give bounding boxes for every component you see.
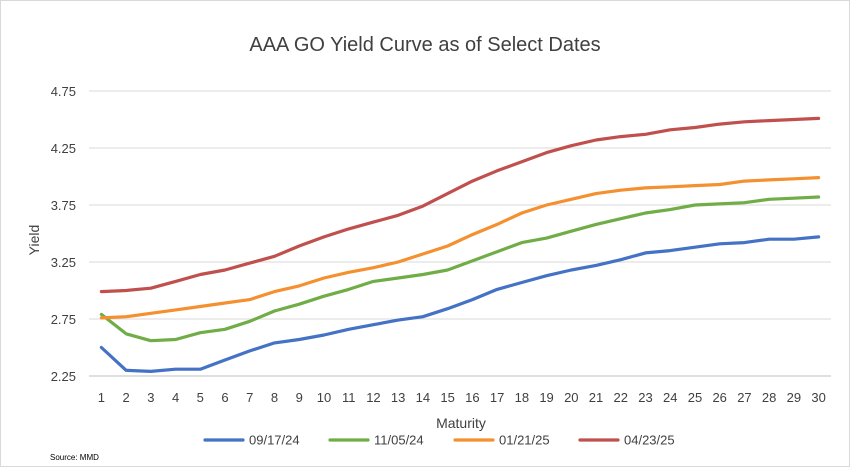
x-tick-label: 8 xyxy=(271,390,278,405)
series-line xyxy=(99,176,821,320)
y-tick-label: 2.25 xyxy=(51,369,76,384)
chart-title: AAA GO Yield Curve as of Select Dates xyxy=(249,34,600,56)
x-tick-label: 16 xyxy=(465,390,479,405)
legend: 09/17/24 11/05/24 01/21/25 04/23/25 xyxy=(203,433,675,448)
x-tick-label: 18 xyxy=(515,390,529,405)
x-tick-label: 30 xyxy=(811,390,825,405)
x-tick-label: 11 xyxy=(342,390,356,405)
y-tick-label: 3.75 xyxy=(51,198,76,213)
y-axis-tick-labels: 2.25 2.75 3.25 3.75 4.25 4.75 xyxy=(51,84,76,384)
x-tick-label: 9 xyxy=(296,390,303,405)
x-tick-label: 3 xyxy=(147,390,154,405)
series-line xyxy=(99,116,821,294)
x-tick-label: 1 xyxy=(98,390,105,405)
y-tick-label: 3.25 xyxy=(51,255,76,270)
x-tick-label: 7 xyxy=(246,390,253,405)
x-tick-label: 21 xyxy=(589,390,603,405)
y-tick-label: 2.75 xyxy=(51,312,76,327)
x-axis-tick-labels: 1 2 3 4 5 6 7 8 9 10 11 12 13 14 15 16 17 18 19 20 21 22 23 24 2… xyxy=(98,390,826,405)
x-tick-label: 27 xyxy=(737,390,751,405)
x-tick-label: 2 xyxy=(122,390,129,405)
legend-label: 04/23/25 xyxy=(624,433,675,448)
y-axis-title: Yield xyxy=(26,225,42,256)
series-lines xyxy=(99,116,821,373)
x-tick-label: 29 xyxy=(787,390,801,405)
x-tick-label: 10 xyxy=(317,390,331,405)
y-tick-label: 4.75 xyxy=(51,84,76,99)
source-note: Source: MMD xyxy=(50,453,99,462)
x-tick-label: 28 xyxy=(762,390,776,405)
x-tick-label: 19 xyxy=(539,390,553,405)
x-tick-label: 25 xyxy=(688,390,702,405)
x-tick-label: 12 xyxy=(366,390,380,405)
x-tick-label: 6 xyxy=(221,390,228,405)
x-tick-label: 5 xyxy=(197,390,204,405)
x-tick-label: 23 xyxy=(638,390,652,405)
x-axis-title: Maturity xyxy=(436,415,486,431)
x-tick-label: 15 xyxy=(440,390,454,405)
series-line xyxy=(99,235,821,373)
y-tick-label: 4.25 xyxy=(51,141,76,156)
x-tick-label: 4 xyxy=(172,390,179,405)
series-line xyxy=(99,195,821,343)
x-tick-label: 17 xyxy=(490,390,504,405)
x-tick-label: 24 xyxy=(663,390,677,405)
x-tick-label: 14 xyxy=(416,390,430,405)
x-tick-label: 20 xyxy=(564,390,578,405)
x-tick-label: 13 xyxy=(391,390,405,405)
legend-label: 09/17/24 xyxy=(249,433,300,448)
x-tick-label: 22 xyxy=(614,390,628,405)
legend-label: 11/05/24 xyxy=(374,433,424,448)
x-tick-label: 26 xyxy=(712,390,726,405)
legend-label: 01/21/25 xyxy=(499,433,550,448)
gridlines xyxy=(89,90,831,320)
